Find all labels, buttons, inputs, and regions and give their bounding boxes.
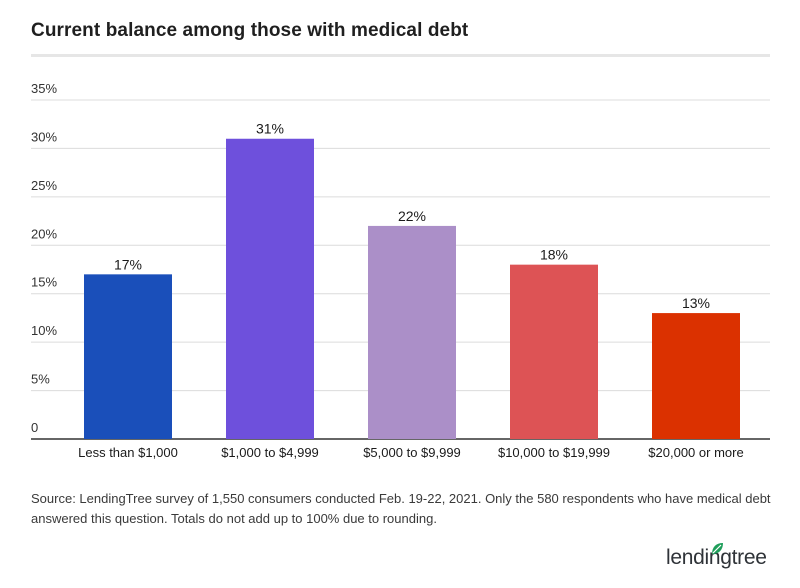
bar bbox=[226, 138, 314, 439]
title-divider bbox=[31, 54, 770, 57]
y-tick-label: 35% bbox=[31, 81, 57, 96]
x-tick-label: $5,000 to $9,999 bbox=[363, 445, 461, 460]
x-tick-label: Less than $1,000 bbox=[78, 445, 178, 460]
data-label: 31% bbox=[256, 121, 284, 137]
bar-chart: 0 5% 10% 15% 20% 25% 30% 35% 17% Less than $1,000… bbox=[31, 81, 770, 460]
data-label: 17% bbox=[114, 256, 142, 272]
data-label: 22% bbox=[398, 208, 426, 224]
lendingtree-logo: lendingtree bbox=[666, 543, 767, 572]
bar bbox=[368, 225, 456, 439]
y-tick-label: 0 bbox=[31, 420, 38, 435]
y-tick-label: 25% bbox=[31, 178, 57, 193]
data-label: 18% bbox=[540, 247, 568, 263]
logo-wordmark: lendingtree bbox=[666, 546, 767, 569]
x-tick-label: $10,000 to $19,999 bbox=[498, 445, 610, 460]
bar bbox=[510, 264, 598, 439]
bar bbox=[84, 274, 172, 439]
y-tick-label: 30% bbox=[31, 129, 57, 144]
y-tick-label: 5% bbox=[31, 372, 50, 387]
bar bbox=[652, 313, 740, 439]
y-tick-label: 20% bbox=[31, 226, 57, 241]
data-label: 13% bbox=[682, 295, 710, 311]
chart-title: Current balance among those with medical… bbox=[31, 20, 469, 41]
leaf-icon bbox=[712, 543, 723, 554]
y-tick-label: 10% bbox=[31, 323, 57, 338]
x-tick-label: $1,000 to $4,999 bbox=[221, 445, 319, 460]
x-tick-label: $20,000 or more bbox=[648, 445, 743, 460]
y-tick-label: 15% bbox=[31, 275, 57, 290]
source-note: Source: LendingTree survey of 1,550 cons… bbox=[31, 491, 771, 526]
